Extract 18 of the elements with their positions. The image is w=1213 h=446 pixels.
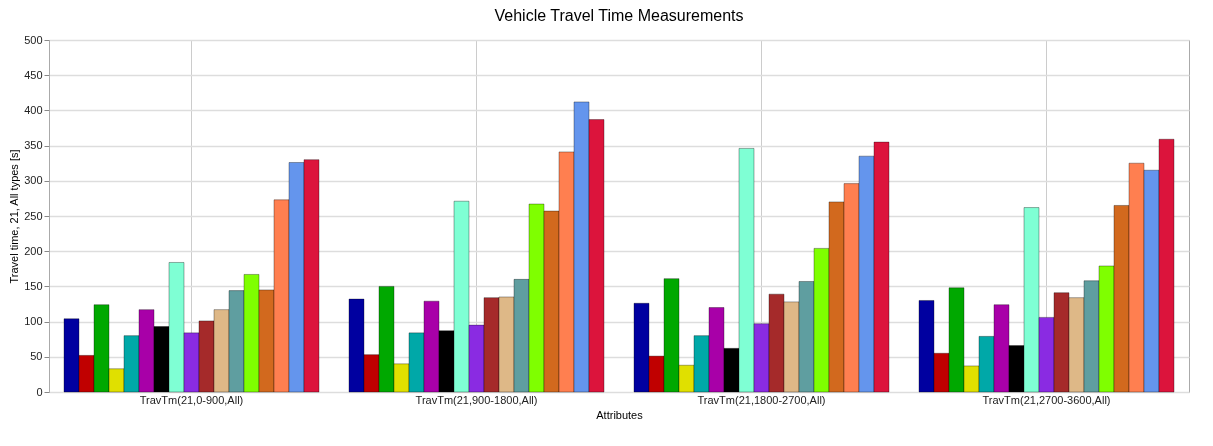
- y-tick-label: 100: [24, 315, 43, 328]
- chart-title: Vehicle Travel Time Measurements: [494, 7, 744, 24]
- x-tick-label: TravTm(21,900-1800,All): [415, 393, 538, 406]
- y-tick-label: 150: [24, 279, 43, 292]
- x-tick-label: TravTm(21,2700-3600,All): [982, 393, 1111, 406]
- y-axis-title: Travel time, 21, All types [s]: [8, 149, 21, 284]
- y-tick-label: 450: [24, 68, 43, 81]
- x-axis-title: Attributes: [596, 408, 644, 421]
- y-tick-label: 250: [24, 209, 43, 222]
- x-tick-label: TravTm(21,0-900,All): [139, 393, 244, 406]
- y-tick-label: 350: [24, 139, 43, 152]
- y-tick-label: 500: [24, 33, 43, 46]
- y-tick-label: 50: [30, 350, 43, 363]
- y-tick-label: 200: [24, 244, 43, 257]
- y-tick-label: 400: [24, 103, 43, 116]
- y-tick-label: 0: [36, 385, 43, 398]
- x-tick-label: TravTm(21,1800-2700,All): [697, 393, 826, 406]
- y-tick-label: 300: [24, 174, 43, 187]
